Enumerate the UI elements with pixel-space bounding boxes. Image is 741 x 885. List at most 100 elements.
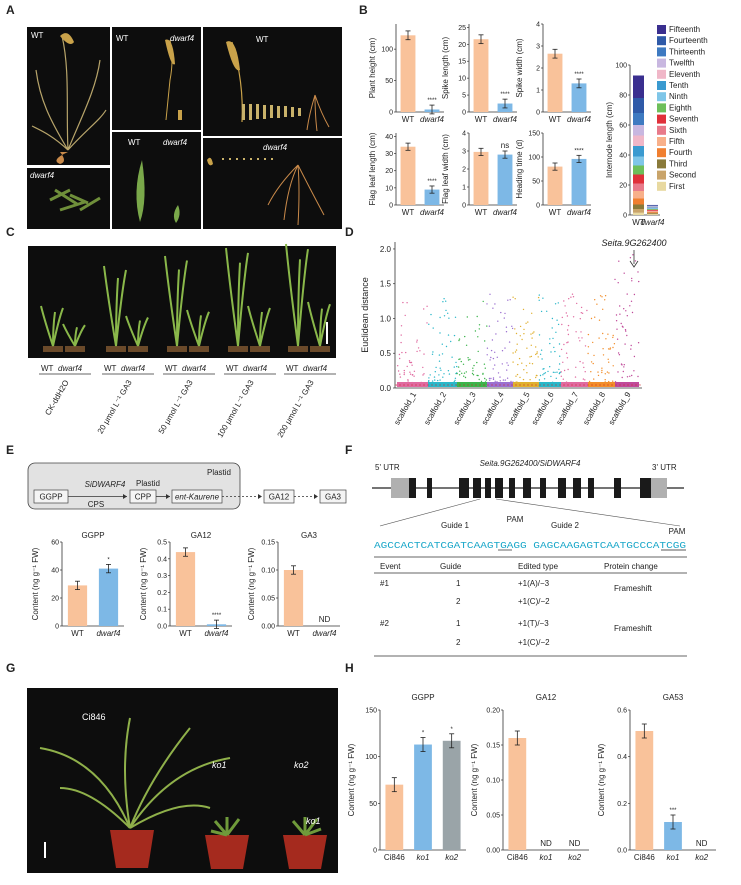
- panel-h: GGPP 0 50 100 150 Ci846 ko1 * ko2 * Content (ng g⁻…: [347, 693, 716, 862]
- exon-7: [509, 478, 515, 498]
- stack-segment-Fourth: [633, 198, 644, 205]
- panel-letter-e: E: [6, 443, 14, 457]
- snp-point: [566, 315, 569, 317]
- photo-wt-whole-plant: [27, 27, 110, 165]
- snp-point: [604, 295, 607, 297]
- y-tick-label: 0.5: [380, 349, 392, 358]
- y-axis-label: Content (ng g⁻¹ FW): [597, 743, 606, 816]
- snp-point: [535, 376, 537, 379]
- snp-point: [549, 366, 551, 368]
- stack-segment-Eighth: [633, 165, 644, 175]
- y-axis-label: Euclidean distance: [360, 277, 370, 353]
- snp-point: [601, 371, 603, 374]
- x-tick-label: dwarf4: [567, 208, 592, 217]
- bar-WT: [547, 166, 563, 205]
- x-tick-label: WT: [287, 629, 300, 638]
- snp-point: [560, 371, 562, 373]
- snp-point: [586, 309, 588, 312]
- chart-b-5: 0 1 2 3 4 WT dwarf4 ns Flag leaf width (cm): [441, 131, 518, 218]
- snp-point: [515, 332, 518, 335]
- snp-point: [618, 354, 621, 356]
- snp-point: [550, 375, 552, 378]
- snp-point: [406, 365, 408, 368]
- y-tick-label: 10: [458, 76, 466, 83]
- stack-segment-Sixth: [647, 210, 658, 212]
- snp-point: [403, 373, 405, 376]
- snp-point: [434, 371, 436, 373]
- x-tick-label: WT: [475, 115, 488, 124]
- y-tick-label: 40: [385, 134, 393, 141]
- y-tick-label: 50: [532, 179, 540, 186]
- snp-point: [538, 294, 540, 296]
- snp-point: [559, 355, 561, 357]
- dense-baseline: [487, 382, 513, 387]
- snp-point: [530, 344, 532, 346]
- snp-point: [629, 257, 632, 259]
- photo-wt-internodes: [203, 27, 342, 136]
- gene-name: Seita.9G262400/SiDWARF4: [480, 459, 581, 468]
- pot-soil: [106, 346, 126, 352]
- zoom-line-right: [495, 498, 681, 527]
- pot-ko2: [283, 835, 327, 869]
- snp-point: [406, 302, 408, 304]
- snp-point: [457, 366, 460, 368]
- snp-point: [558, 372, 561, 375]
- snp-point: [567, 333, 570, 336]
- snp-point: [593, 354, 595, 357]
- snp-point: [411, 364, 413, 366]
- snp-point: [529, 379, 531, 381]
- snp-point: [519, 376, 521, 379]
- y-tick-label: 30: [385, 151, 393, 158]
- snp-point: [594, 299, 596, 301]
- scaffold-points-2: scaffold_2: [422, 298, 458, 426]
- snp-point: [617, 352, 620, 354]
- legend-label: Third: [669, 159, 687, 168]
- x-tick-label: ko2: [695, 853, 708, 862]
- snp-point: [483, 363, 486, 365]
- legend-label: Fifth: [669, 137, 685, 146]
- x-tick-label: dwarf4: [640, 218, 665, 227]
- snp-point: [604, 373, 606, 375]
- snp-point: [442, 376, 444, 378]
- snp-point: [631, 280, 633, 282]
- plastid-label-inner: Plastid: [136, 479, 160, 488]
- snp-point: [474, 330, 477, 332]
- y-axis-label: Flag leaf length (cm): [368, 132, 377, 205]
- legend-label: Ninth: [669, 92, 688, 101]
- utr5-box: [391, 478, 409, 498]
- y-tick-label: 100: [365, 754, 377, 761]
- snp-point: [399, 357, 401, 360]
- x-tick-label: Ci846: [507, 853, 528, 862]
- snp-point: [401, 351, 403, 354]
- snp-point: [512, 361, 514, 363]
- scaffold-label: scaffold_6: [530, 390, 556, 426]
- panel-d: 0.0 0.5 1.0 1.5 2.0 Euclidean distance scaffol…: [360, 238, 667, 426]
- panel-e: Plastid Plastid SiDWARF4 CPS GGPP CPP ent-Kaur…: [27, 462, 347, 638]
- stack-segment-Twelfth: [633, 125, 644, 136]
- snp-point: [464, 335, 466, 338]
- snp-point: [400, 341, 402, 344]
- snp-point: [531, 337, 533, 339]
- x-tick-label: dwarf4: [96, 629, 121, 638]
- exon-5: [485, 478, 491, 498]
- significance-label: ND: [540, 839, 552, 848]
- y-tick-label: 0.15: [261, 540, 275, 547]
- x-tick-label: Ci846: [384, 853, 405, 862]
- significance-label: ND: [569, 839, 581, 848]
- snp-point: [590, 361, 593, 363]
- snp-point: [484, 367, 486, 369]
- y-axis-label: Spike length (cm): [441, 37, 450, 100]
- x-tick-label: dwarf4: [493, 115, 518, 124]
- snp-point: [618, 260, 620, 262]
- snp-point: [587, 346, 590, 348]
- snp-point: [535, 346, 537, 348]
- y-tick-label: 3: [536, 44, 540, 51]
- y-tick-label: 100: [381, 47, 393, 54]
- snp-point: [472, 374, 475, 376]
- label-wt-a1: WT: [31, 31, 44, 40]
- pot-soil: [65, 346, 85, 352]
- y-tick-label: 0: [389, 110, 393, 117]
- y-tick-label: 50: [385, 78, 393, 85]
- legend-label: Eighth: [669, 103, 692, 112]
- snp-point: [400, 334, 402, 336]
